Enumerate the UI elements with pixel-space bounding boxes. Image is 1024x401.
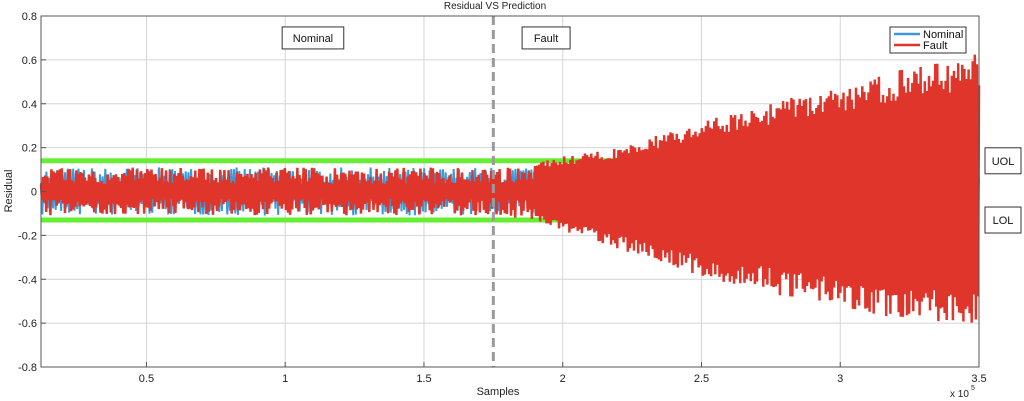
x-axis-title: Samples bbox=[477, 386, 520, 398]
x-tick-label: 0.5 bbox=[139, 373, 154, 385]
y-tick-label: -0.6 bbox=[18, 318, 37, 330]
x-axis-exponent: 5 bbox=[971, 385, 975, 392]
tick-labels: 0.5 1 1.5 2 2.5 3 3.5 -0.8 -0.6 -0.4 -0.2 0 0.2 0.4 0.… bbox=[18, 11, 987, 385]
y-tick-label: 0.6 bbox=[22, 55, 37, 67]
x-tick-label: 3 bbox=[837, 373, 843, 385]
y-tick-label: -0.4 bbox=[18, 274, 37, 286]
x-tick-label: 3.5 bbox=[971, 373, 986, 385]
y-tick-label: -0.8 bbox=[18, 362, 37, 374]
y-tick-label: 0 bbox=[31, 187, 37, 199]
x-tick-label: 1.5 bbox=[416, 373, 431, 385]
annotation-nominal: Nominal bbox=[293, 33, 333, 45]
threshold-label-uol: UOL bbox=[992, 156, 1015, 168]
legend-label-nominal: Nominal bbox=[923, 29, 963, 41]
y-tick-label: 0.2 bbox=[22, 143, 37, 155]
annotations: Nominal Fault bbox=[281, 26, 571, 50]
annotation-fault: Fault bbox=[534, 33, 558, 45]
y-tick-label: -0.2 bbox=[18, 230, 37, 242]
x-tick-label: 2.5 bbox=[694, 373, 709, 385]
annotation-box bbox=[521, 26, 571, 50]
y-tick-label: 0.4 bbox=[22, 99, 37, 111]
threshold-label-lol: LOL bbox=[993, 215, 1014, 227]
y-tick-label: 0.8 bbox=[22, 11, 37, 23]
threshold-labels: UOL LOL bbox=[984, 147, 1022, 234]
x-tick-label: 1 bbox=[282, 373, 288, 385]
series-lines bbox=[39, 54, 981, 323]
series-line-fault bbox=[39, 54, 981, 323]
chart-title: Residual VS Prediction bbox=[444, 1, 546, 12]
threshold-label-box bbox=[984, 206, 1022, 234]
y-axis-title: Residual bbox=[3, 170, 15, 213]
threshold-label-box bbox=[984, 147, 1022, 175]
legend-label-fault: Fault bbox=[923, 40, 947, 52]
x-tick-label: 2 bbox=[560, 373, 566, 385]
annotation-box bbox=[281, 26, 345, 50]
legend-box bbox=[889, 26, 967, 54]
x-axis-multiplier: x 10 bbox=[950, 389, 969, 400]
